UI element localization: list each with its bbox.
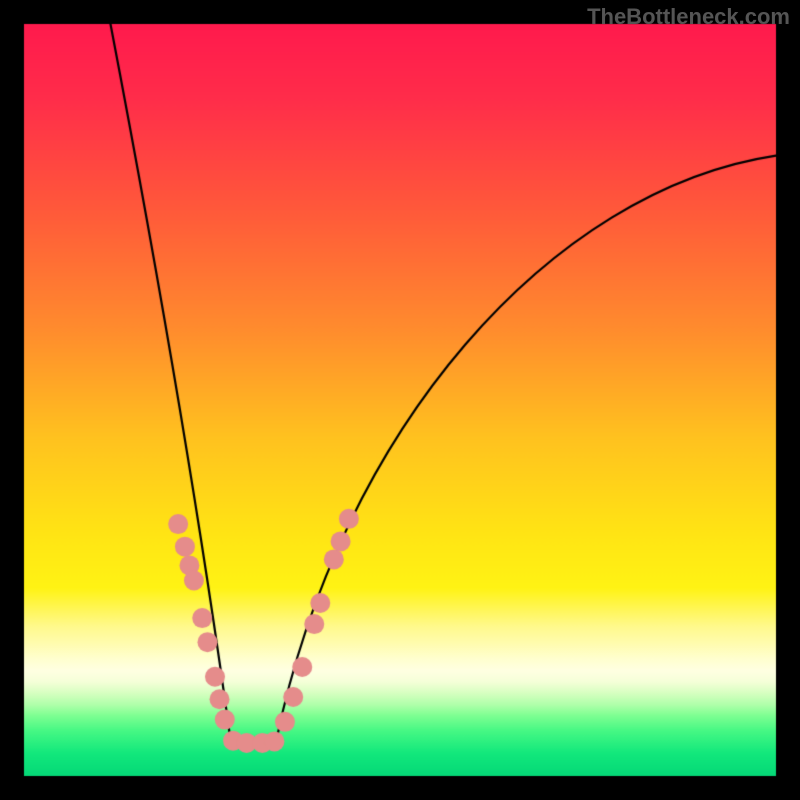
chart-stage: TheBottleneck.com — [0, 0, 800, 800]
chart-canvas — [0, 0, 800, 800]
